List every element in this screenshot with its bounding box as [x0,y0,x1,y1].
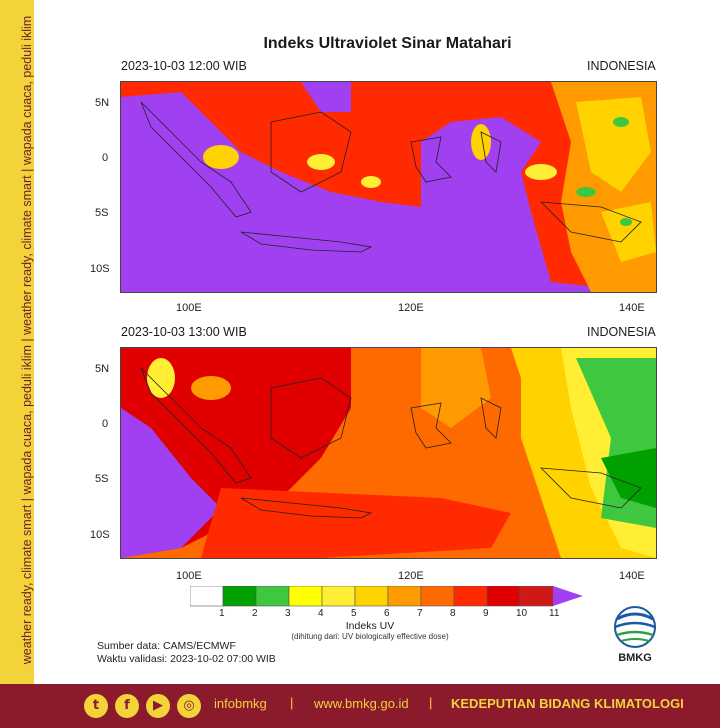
colorbar-tick-label: 9 [483,608,489,619]
colorbar-segment [222,586,257,607]
colorbar-segment [387,586,422,607]
lat-tick: 5N [95,363,110,375]
colorbar-tick-label: 11 [549,608,560,619]
facebook-icon[interactable]: f [115,694,139,718]
colorbar-arrow [553,586,583,606]
lat-tick: 0 [102,418,109,430]
colorbar-tick-label: 10 [516,608,528,619]
chart-title: Indeks Ultraviolet Sinar Matahari [263,35,512,52]
colorbar-tick-label: 1 [219,608,225,619]
source-data: Sumber data: CAMS/ECMWF [97,640,236,652]
bmkg-logo [614,606,656,648]
colorbar-tick-label: 7 [417,608,423,619]
footer-separator: | [429,695,433,710]
lat-tick: 5S [95,207,109,219]
map2-datetime: 2023-10-03 13:00 WIB [121,325,247,339]
lon-tick: 100E [176,570,202,582]
lon-tick: 100E [176,302,202,314]
uv-map-1300 [120,347,657,559]
colorbar-tick-label: 5 [351,608,357,619]
colorbar-tick-label: 8 [450,608,456,619]
lon-tick: 120E [398,302,424,314]
social-handle[interactable]: infobmkg [214,696,267,711]
lon-tick: 140E [619,302,645,314]
lat-tick: 10S [90,529,110,541]
youtube-icon[interactable]: ▶ [146,694,170,718]
colorbar-note: (dihitung dari: UV biologically effectiv… [291,632,449,641]
colorbar-tick-label: 4 [318,608,324,619]
map1-region: INDONESIA [587,59,656,73]
map1-datetime: 2023-10-03 12:00 WIB [121,59,247,73]
colorbar-segment [486,586,521,607]
side-banner-text: weather ready, climate smart | wapada cu… [20,15,34,665]
lat-tick: 10S [90,263,110,275]
colorbar-title: Indeks UV [345,620,395,632]
uv-colorbar [190,586,583,607]
website-link[interactable]: www.bmkg.go.id [314,696,409,711]
colorbar-tick-label: 6 [384,608,390,619]
colorbar-segment [255,586,290,607]
lat-tick: 0 [102,152,109,164]
footer-corner [0,684,34,728]
colorbar-segment [453,586,488,607]
colorbar-segment [354,586,389,607]
department-name: KEDEPUTIAN BIDANG KLIMATOLOGI [451,696,684,711]
twitter-icon[interactable]: t [84,694,108,718]
footer-separator: | [290,695,294,710]
map2-region: INDONESIA [587,325,656,339]
lon-tick: 140E [619,570,645,582]
colorbar-segment [321,586,356,607]
validation-time: Waktu validasi: 2023-10-02 07:00 WIB [97,653,276,665]
lat-tick: 5N [95,97,110,109]
colorbar-tick-label: 2 [252,608,258,619]
colorbar-segment [420,586,455,607]
side-banner [0,0,34,684]
lat-tick: 5S [95,473,109,485]
uv-map-1200 [120,81,657,293]
colorbar-segment [190,586,224,607]
colorbar-segment [519,586,554,607]
colorbar-segment [288,586,323,607]
lon-tick: 120E [398,570,424,582]
bmkg-logo-text: BMKG [618,652,652,664]
instagram-icon[interactable]: ◎ [177,694,201,718]
colorbar-tick-label: 3 [285,608,291,619]
